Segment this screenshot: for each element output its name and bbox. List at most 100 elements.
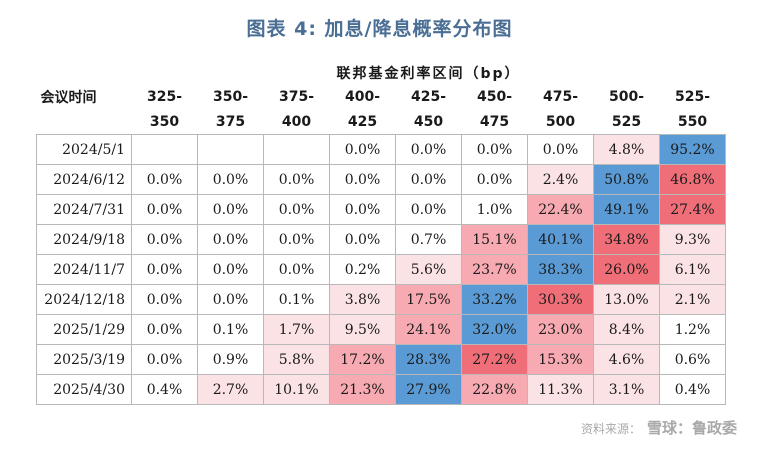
table-row: 2025/1/29 0.0% 0.1% 1.7% 9.5% 24.1% 32.0% 23.0%…	[36, 314, 726, 345]
probability-cell: 9.5%	[329, 314, 396, 345]
probability-cell: 2.1%	[659, 284, 726, 315]
range-start-label: 475-	[542, 88, 579, 105]
meeting-date: 2024/9/18	[36, 224, 132, 255]
range-end-label: 425	[329, 109, 396, 135]
probability-cell: 33.2%	[461, 284, 528, 315]
probability-cell: 6.1%	[659, 254, 726, 285]
range-start-label: 450-	[476, 88, 513, 105]
probability-cell: 3.8%	[329, 284, 396, 315]
probability-cell: 0.0%	[263, 194, 330, 225]
table-row: 2025/4/30 0.4% 2.7% 10.1% 21.3% 27.9% 22.8% 11.…	[36, 374, 726, 405]
probability-cell: 0.0%	[131, 344, 198, 375]
meeting-date: 2024/7/31	[36, 194, 132, 225]
probability-cell	[263, 134, 330, 165]
probability-cell: 46.8%	[659, 164, 726, 195]
table-row: 2024/7/31 0.0% 0.0% 0.0% 0.0% 0.0% 1.0% 22.4% 49…	[36, 194, 726, 225]
probability-cell: 0.0%	[329, 164, 396, 195]
probability-cell: 11.3%	[527, 374, 594, 405]
probability-cell: 1.7%	[263, 314, 330, 345]
probability-cell: 50.8%	[593, 164, 660, 195]
header-row-rate-label: 联邦基金利率区间（bp）	[37, 62, 726, 84]
probability-cell: 34.8%	[593, 224, 660, 255]
probability-cell: 23.7%	[461, 254, 528, 285]
probability-cell: 0.0%	[131, 194, 198, 225]
probability-cell: 0.0%	[131, 224, 198, 255]
probability-cell: 0.1%	[263, 284, 330, 315]
probability-cell: 0.0%	[395, 134, 462, 165]
probability-cell: 0.0%	[131, 314, 198, 345]
probability-cell: 0.0%	[329, 224, 396, 255]
probability-cell: 49.1%	[593, 194, 660, 225]
range-start-label: 400-	[344, 88, 381, 105]
probability-cell: 0.1%	[197, 314, 264, 345]
probability-cell: 10.1%	[263, 374, 330, 405]
probability-table: 联邦基金利率区间（bp） 会议时间 325- 350- 375- 400- 425- 45…	[36, 62, 726, 405]
range-start-label: 525-	[674, 88, 711, 105]
probability-cell: 0.4%	[659, 374, 726, 405]
range-start-label: 325-	[146, 88, 183, 105]
probability-cell: 0.7%	[395, 224, 462, 255]
range-start-label: 500-	[608, 88, 645, 105]
probability-cell: 0.0%	[461, 164, 528, 195]
probability-cell: 1.2%	[659, 314, 726, 345]
probability-cell: 0.0%	[395, 194, 462, 225]
range-start-label: 350-	[212, 88, 249, 105]
meeting-time-label: 会议时间	[40, 89, 97, 106]
table-row: 2024/5/1 0.0% 0.0% 0.0% 0.0% 4.8% 95.2%	[36, 134, 726, 165]
probability-cell: 27.9%	[395, 374, 462, 405]
meeting-date: 2025/3/19	[36, 344, 132, 375]
probability-cell: 0.4%	[131, 374, 198, 405]
probability-cell: 22.4%	[527, 194, 594, 225]
probability-cell: 0.9%	[197, 344, 264, 375]
probability-cell: 40.1%	[527, 224, 594, 255]
probability-cell: 17.5%	[395, 284, 462, 315]
probability-cell: 27.2%	[461, 344, 528, 375]
watermark: 资料来源： 雪球：鲁政委	[581, 417, 737, 438]
probability-cell: 30.3%	[527, 284, 594, 315]
probability-cell: 21.3%	[329, 374, 396, 405]
probability-cell: 0.0%	[329, 194, 396, 225]
probability-cell: 9.3%	[659, 224, 726, 255]
probability-cell: 0.0%	[131, 254, 198, 285]
range-start-label: 425-	[410, 88, 447, 105]
source-label: 资料来源：	[580, 422, 641, 436]
probability-cell: 5.8%	[263, 344, 330, 375]
header-row-range-start: 会议时间 325- 350- 375- 400- 425- 450- 475- 500- 525…	[37, 84, 726, 109]
probability-cell	[197, 134, 264, 165]
probability-cell: 0.0%	[197, 194, 264, 225]
range-end-label: 375	[197, 109, 264, 135]
probability-cell: 0.0%	[197, 224, 264, 255]
probability-cell: 2.7%	[197, 374, 264, 405]
probability-cell: 0.0%	[131, 284, 198, 315]
probability-cell: 28.3%	[395, 344, 462, 375]
probability-cell: 0.0%	[461, 134, 528, 165]
probability-cell: 5.6%	[395, 254, 462, 285]
range-start-label: 375-	[278, 88, 315, 105]
probability-cell: 0.0%	[263, 254, 330, 285]
probability-cell: 95.2%	[659, 134, 726, 165]
probability-cell: 0.0%	[263, 164, 330, 195]
meeting-date: 2024/5/1	[36, 134, 132, 165]
table-body: 2024/5/1 0.0% 0.0% 0.0% 0.0% 4.8% 95.2% 2024/6/…	[36, 134, 726, 405]
probability-cell	[131, 134, 198, 165]
range-end-label: 475	[461, 109, 528, 135]
meeting-date: 2024/6/12	[36, 164, 132, 195]
probability-cell: 15.1%	[461, 224, 528, 255]
table-row: 2024/12/18 0.0% 0.0% 0.1% 3.8% 17.5% 33.2% 30.3…	[36, 284, 726, 315]
range-end-label: 550	[659, 109, 726, 135]
probability-cell: 0.0%	[263, 224, 330, 255]
probability-cell: 17.2%	[329, 344, 396, 375]
range-end-label: 350	[131, 109, 198, 135]
figure-title: 图表 4: 加息/降息概率分布图	[246, 18, 513, 40]
range-end-label: 500	[527, 109, 594, 135]
probability-cell: 15.3%	[527, 344, 594, 375]
probability-cell: 4.8%	[593, 134, 660, 165]
probability-cell: 0.0%	[131, 164, 198, 195]
probability-cell: 13.0%	[593, 284, 660, 315]
probability-cell: 23.0%	[527, 314, 594, 345]
meeting-date: 2025/4/30	[36, 374, 132, 405]
probability-cell: 1.0%	[461, 194, 528, 225]
table-row: 2024/6/12 0.0% 0.0% 0.0% 0.0% 0.0% 0.0% 2.4% 50.…	[36, 164, 726, 195]
range-end-label: 400	[263, 109, 330, 135]
probability-cell: 0.0%	[527, 134, 594, 165]
